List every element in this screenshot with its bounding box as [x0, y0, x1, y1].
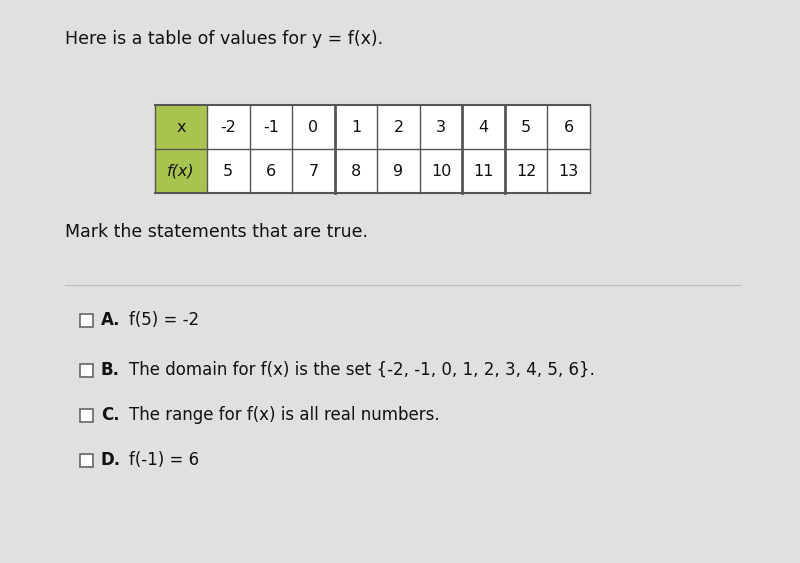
Text: 8: 8 — [351, 163, 361, 178]
FancyBboxPatch shape — [292, 105, 334, 149]
Text: D.: D. — [101, 451, 121, 469]
FancyBboxPatch shape — [378, 105, 420, 149]
Text: f(5) = -2: f(5) = -2 — [129, 311, 199, 329]
Text: 5: 5 — [521, 119, 531, 135]
FancyBboxPatch shape — [420, 149, 462, 193]
FancyBboxPatch shape — [462, 149, 505, 193]
Text: 3: 3 — [436, 119, 446, 135]
FancyBboxPatch shape — [207, 105, 250, 149]
Text: 7: 7 — [308, 163, 318, 178]
Text: B.: B. — [101, 361, 120, 379]
FancyBboxPatch shape — [80, 409, 93, 422]
Text: C.: C. — [101, 406, 120, 424]
FancyBboxPatch shape — [155, 149, 207, 193]
FancyBboxPatch shape — [547, 149, 590, 193]
Text: 13: 13 — [558, 163, 579, 178]
FancyBboxPatch shape — [378, 149, 420, 193]
FancyBboxPatch shape — [207, 149, 250, 193]
FancyBboxPatch shape — [250, 105, 292, 149]
Text: x: x — [176, 119, 186, 135]
Text: 10: 10 — [431, 163, 451, 178]
Text: 6: 6 — [266, 163, 276, 178]
Text: -1: -1 — [263, 119, 279, 135]
FancyBboxPatch shape — [505, 149, 547, 193]
FancyBboxPatch shape — [334, 105, 378, 149]
FancyBboxPatch shape — [505, 105, 547, 149]
Text: 11: 11 — [474, 163, 494, 178]
FancyBboxPatch shape — [420, 105, 462, 149]
Text: The range for f(x) is all real numbers.: The range for f(x) is all real numbers. — [129, 406, 440, 424]
FancyBboxPatch shape — [292, 149, 334, 193]
Text: f(-1) = 6: f(-1) = 6 — [129, 451, 199, 469]
Text: -2: -2 — [220, 119, 236, 135]
Text: 1: 1 — [351, 119, 361, 135]
Text: 9: 9 — [394, 163, 403, 178]
FancyBboxPatch shape — [80, 454, 93, 467]
FancyBboxPatch shape — [334, 149, 378, 193]
FancyBboxPatch shape — [155, 105, 207, 149]
Text: f(x): f(x) — [167, 163, 195, 178]
Text: 5: 5 — [223, 163, 234, 178]
FancyBboxPatch shape — [250, 149, 292, 193]
Text: The domain for f(x) is the set {-2, -1, 0, 1, 2, 3, 4, 5, 6}.: The domain for f(x) is the set {-2, -1, … — [129, 361, 595, 379]
Text: Mark the statements that are true.: Mark the statements that are true. — [65, 223, 368, 241]
Text: 4: 4 — [478, 119, 489, 135]
Text: 6: 6 — [564, 119, 574, 135]
Text: 12: 12 — [516, 163, 536, 178]
FancyBboxPatch shape — [547, 105, 590, 149]
Text: 0: 0 — [308, 119, 318, 135]
Text: A.: A. — [101, 311, 121, 329]
Text: 2: 2 — [394, 119, 403, 135]
FancyBboxPatch shape — [80, 314, 93, 327]
FancyBboxPatch shape — [80, 364, 93, 377]
FancyBboxPatch shape — [462, 105, 505, 149]
Text: Here is a table of values for y = f(x).: Here is a table of values for y = f(x). — [65, 30, 383, 48]
